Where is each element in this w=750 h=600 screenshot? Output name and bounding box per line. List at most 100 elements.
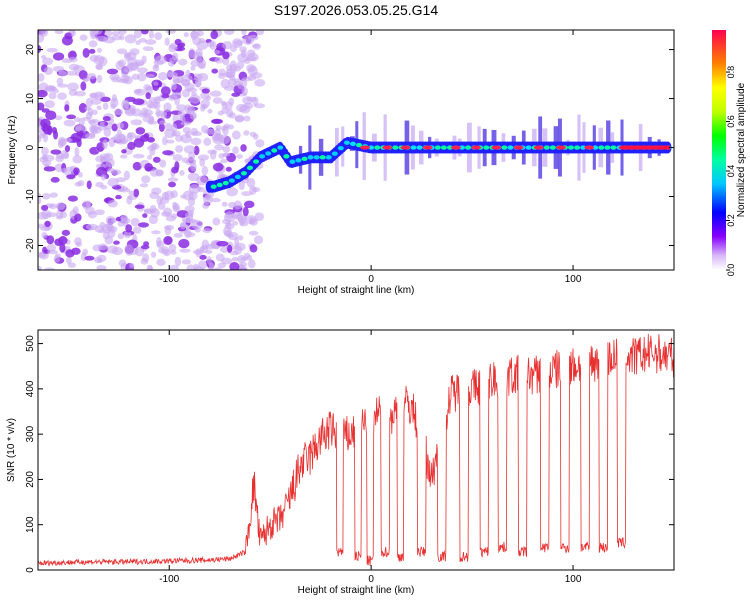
noise-speckle bbox=[222, 41, 233, 50]
noise-speckle bbox=[139, 183, 149, 188]
noise-speckle bbox=[58, 236, 68, 245]
noise-speckle bbox=[212, 119, 222, 124]
noise-speckle bbox=[194, 78, 202, 88]
spectrogram-ytick-label: 10 bbox=[25, 93, 36, 105]
noise-speckle bbox=[226, 187, 238, 197]
noise-speckle bbox=[163, 102, 172, 112]
noise-speckle bbox=[216, 240, 229, 247]
ridge-peak bbox=[533, 145, 544, 150]
noise-speckle bbox=[195, 30, 205, 37]
noise-speckle bbox=[220, 257, 233, 265]
spectrogram-xtick-label: -100 bbox=[159, 274, 179, 285]
noise-speckle bbox=[150, 168, 160, 177]
snr-ytick-label: 100 bbox=[25, 516, 36, 533]
noise-speckle bbox=[57, 92, 67, 100]
noise-speckle bbox=[85, 111, 93, 120]
noise-speckle bbox=[99, 156, 106, 163]
noise-speckle bbox=[233, 211, 241, 217]
noise-speckle bbox=[85, 133, 96, 140]
noise-speckle bbox=[135, 40, 141, 46]
snr-frame bbox=[37, 329, 675, 571]
noise-speckle bbox=[170, 190, 178, 198]
noise-speckle bbox=[124, 244, 134, 255]
noise-speckle bbox=[87, 119, 97, 124]
noise-speckle bbox=[88, 40, 98, 48]
noise-speckle bbox=[126, 195, 133, 205]
noise-speckle bbox=[78, 103, 88, 114]
noise-speckle bbox=[256, 30, 265, 36]
spectrogram-frame bbox=[37, 29, 675, 271]
noise-speckle bbox=[144, 162, 154, 172]
noise-speckle bbox=[200, 99, 210, 109]
noise-speckle bbox=[253, 103, 266, 109]
noise-speckle bbox=[187, 172, 200, 182]
noise-speckle bbox=[70, 31, 76, 37]
ridge-core bbox=[374, 145, 381, 150]
noise-speckle bbox=[44, 220, 51, 228]
noise-speckle bbox=[44, 267, 56, 270]
noise-speckle bbox=[82, 77, 89, 83]
noise-speckle bbox=[238, 180, 245, 190]
noise-speckle bbox=[224, 30, 235, 36]
noise-speckle bbox=[113, 108, 124, 116]
noise-speckle bbox=[118, 30, 127, 35]
noise-speckle bbox=[41, 231, 48, 239]
noise-speckle bbox=[165, 30, 176, 34]
noise-speckle bbox=[43, 124, 52, 135]
noise-speckle bbox=[252, 133, 259, 140]
ridge-core bbox=[313, 155, 320, 160]
snr-axes: -100 0 100 0 100 200 300 400 500 bbox=[25, 330, 674, 585]
noise-speckle bbox=[143, 84, 152, 91]
noise-speckle bbox=[154, 55, 167, 65]
ridge-core bbox=[604, 145, 611, 150]
noise-speckle bbox=[137, 72, 147, 82]
noise-speckle bbox=[243, 200, 255, 209]
noise-speckle bbox=[180, 121, 191, 126]
noise-speckle bbox=[153, 81, 159, 86]
noise-speckle bbox=[38, 223, 45, 229]
noise-speckle bbox=[159, 159, 167, 168]
noise-speckle bbox=[142, 213, 148, 218]
noise-speckle bbox=[120, 154, 128, 159]
noise-speckle bbox=[38, 30, 49, 37]
noise-speckle bbox=[243, 115, 251, 122]
noise-speckle bbox=[196, 175, 208, 186]
noise-speckle bbox=[145, 92, 151, 100]
noise-speckle bbox=[164, 225, 172, 236]
noise-speckle bbox=[141, 175, 151, 184]
noise-speckle bbox=[102, 116, 111, 122]
noise-speckle bbox=[193, 263, 199, 270]
noise-speckle bbox=[242, 35, 255, 46]
noise-speckle bbox=[131, 108, 142, 117]
noise-speckle bbox=[222, 152, 231, 157]
noise-speckle bbox=[241, 30, 247, 36]
noise-speckle bbox=[117, 220, 125, 227]
noise-speckle bbox=[84, 106, 91, 111]
ridge-peak bbox=[584, 145, 595, 150]
noise-speckle bbox=[111, 31, 121, 36]
noise-speckle bbox=[229, 261, 240, 270]
noise-speckle bbox=[107, 168, 115, 173]
noise-speckle bbox=[182, 190, 194, 201]
noise-speckle bbox=[42, 192, 51, 200]
noise-speckle bbox=[47, 249, 58, 255]
noise-speckle bbox=[77, 171, 83, 178]
noise-speckle bbox=[119, 75, 130, 83]
noise-speckle bbox=[190, 30, 197, 41]
ridge-peak bbox=[450, 145, 461, 150]
noise-speckle bbox=[199, 246, 206, 252]
noise-speckle bbox=[184, 205, 195, 213]
colorbar-label: Normalized spectral amplitude bbox=[736, 82, 747, 217]
noise-speckle bbox=[61, 58, 73, 64]
ridge-peak bbox=[555, 145, 566, 150]
noise-speckle bbox=[184, 228, 192, 239]
noise-speckle bbox=[41, 209, 52, 220]
noise-speckle bbox=[167, 95, 178, 101]
noise-speckle bbox=[199, 254, 207, 260]
noise-speckle bbox=[239, 104, 251, 114]
noise-speckle bbox=[158, 72, 168, 81]
noise-speckle bbox=[229, 74, 236, 81]
noise-speckle bbox=[142, 46, 154, 52]
noise-speckle bbox=[88, 48, 96, 54]
ridge-core bbox=[222, 180, 229, 186]
